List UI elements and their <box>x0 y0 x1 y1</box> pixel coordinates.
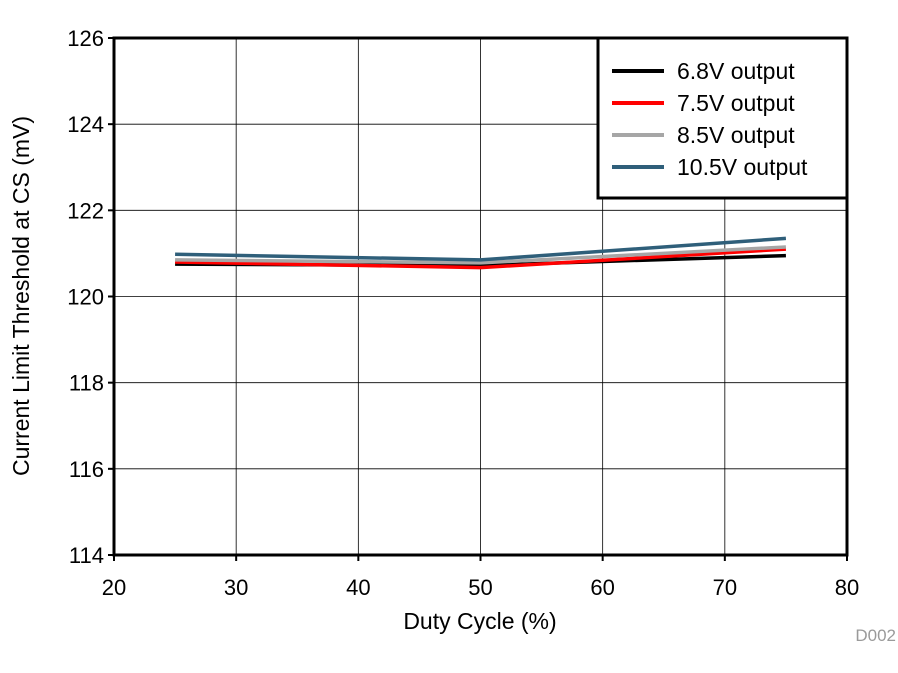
x-tick-label: 40 <box>346 575 370 600</box>
legend-label: 7.5V output <box>677 90 795 116</box>
y-tick-label: 126 <box>67 26 104 51</box>
legend-frame <box>596 36 849 200</box>
series-line-2 <box>175 247 787 270</box>
legend-label: 6.8V output <box>677 58 795 84</box>
y-tick-label: 116 <box>69 457 104 482</box>
x-tick-label: 20 <box>102 575 126 600</box>
x-tick-label: 70 <box>713 575 737 600</box>
series-line-4 <box>175 236 787 262</box>
y-tick-label: 114 <box>69 543 104 568</box>
y-tick-label: 120 <box>67 285 104 310</box>
x-tick-label: 80 <box>835 575 859 600</box>
legend: 6.8V output 7.5V output 8.5V output 10.5V o… <box>596 36 849 200</box>
y-tick-label: 118 <box>69 371 104 396</box>
series-lines <box>175 236 787 270</box>
legend-label: 8.5V output <box>677 122 795 148</box>
x-axis-ticks: 20 30 40 50 60 70 80 <box>102 555 859 600</box>
series-line-3 <box>175 245 787 265</box>
legend-label: 10.5V output <box>677 154 808 180</box>
y-tick-label: 124 <box>67 112 104 137</box>
y-tick-label: 122 <box>67 198 104 223</box>
x-tick-label: 30 <box>224 575 248 600</box>
y-axis-title: Current Limit Threshold at CS (mV) <box>8 116 34 476</box>
x-axis-title: Duty Cycle (%) <box>403 608 556 634</box>
y-axis-ticks: 114 116 118 120 122 124 126 <box>67 26 114 568</box>
document-id: D002 <box>855 626 896 645</box>
x-tick-label: 60 <box>590 575 614 600</box>
x-tick-label: 50 <box>468 575 492 600</box>
